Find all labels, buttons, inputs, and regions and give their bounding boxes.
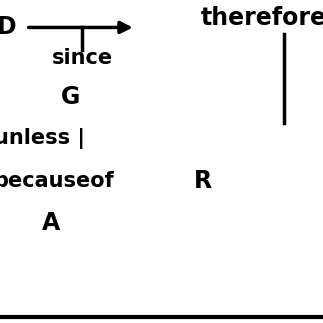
Text: since: since <box>52 48 113 68</box>
Text: unless |: unless | <box>0 128 85 150</box>
Text: becauseof: becauseof <box>0 171 114 191</box>
Text: A: A <box>42 211 60 235</box>
Text: G: G <box>61 85 81 109</box>
Text: D: D <box>0 16 16 39</box>
Text: therefore,: therefore, <box>200 6 323 30</box>
Text: R: R <box>194 169 212 193</box>
